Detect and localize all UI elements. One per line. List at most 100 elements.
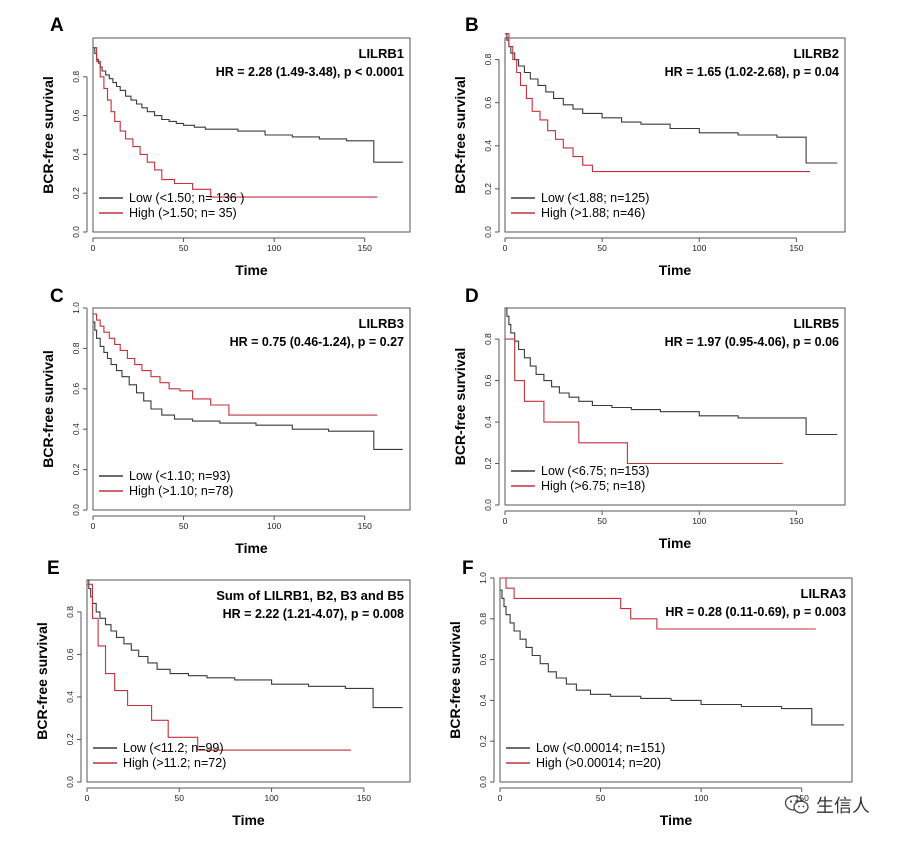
panel-title: Sum of LILRB1, B2, B3 and B5 [216, 588, 404, 603]
panel-c: C 0 50 100 150 0.0 0.2 0.4 0.6 0.8 1.0 Time BCR-free… [40, 286, 411, 556]
panel-letter: E [47, 558, 60, 579]
x-tick-label: 0 [85, 793, 90, 803]
y-tick-label: 0.6 [71, 383, 81, 395]
legend-label-high: High (>11.2; n=72) [123, 756, 226, 770]
y-tick-label: 0.2 [478, 735, 488, 747]
x-axis-title: Time [659, 535, 692, 551]
y-tick-label: 0.0 [71, 504, 81, 516]
legend-label-low: Low (<6.75; n=153) [541, 464, 649, 478]
y-tick-label: 0.8 [483, 53, 493, 65]
x-tick-label: 100 [692, 516, 706, 526]
y-tick-label: 0.4 [71, 148, 81, 160]
y-tick-label: 0.4 [71, 423, 81, 435]
panel-letter: A [50, 15, 64, 36]
panel-title: LILRB1 [359, 46, 405, 61]
x-tick-label: 0 [91, 521, 96, 531]
curve-high [87, 583, 351, 751]
panel-letter: F [462, 558, 474, 579]
y-tick-label: 0.8 [483, 333, 493, 345]
panel-letter: C [50, 286, 64, 307]
legend-label-low: Low (<1.50; n= 136 ) [129, 191, 244, 205]
y-tick-label: 0.8 [71, 71, 81, 83]
plot-frame [504, 307, 846, 506]
y-tick-label: 0.4 [483, 416, 493, 428]
y-axis-title: BCR-free survival [40, 350, 56, 468]
y-axis-title: BCR-free survival [452, 348, 468, 466]
y-axis-title: BCR-free survival [452, 76, 468, 194]
panel-title: LILRB2 [794, 46, 840, 61]
x-tick-label: 150 [357, 793, 371, 803]
panel-title: LILRA3 [801, 586, 847, 601]
wechat-icon [784, 795, 809, 814]
y-tick-label: 0.6 [478, 653, 488, 665]
plot-frame [86, 579, 411, 783]
x-tick-label: 150 [358, 521, 372, 531]
y-tick-label: 0.0 [478, 776, 488, 788]
legend-label-high: High (>0.00014; n=20) [536, 756, 661, 770]
y-tick-label: 0.4 [65, 691, 75, 703]
curve-high [93, 313, 378, 416]
y-tick-label: 0.2 [65, 733, 75, 745]
y-tick-label: 1.0 [478, 572, 488, 584]
hr-statistic: HR = 1.65 (1.02-2.68), p = 0.04 [665, 65, 839, 79]
y-tick-label: 0.8 [71, 342, 81, 354]
y-axis-title: BCR-free survival [447, 621, 463, 739]
hr-statistic: HR = 2.28 (1.49-3.48), p < 0.0001 [216, 65, 404, 79]
y-axis-title: BCR-free survival [40, 76, 56, 194]
curve-low [87, 579, 403, 709]
x-tick-label: 0 [498, 793, 503, 803]
hr-statistic: HR = 0.28 (0.11-0.69), p = 0.003 [665, 605, 846, 619]
y-tick-label: 0.8 [478, 613, 488, 625]
legend-label-high: High (>1.88; n=46) [541, 206, 645, 220]
legend-label-low: Low (<1.10; n=93) [129, 469, 230, 483]
legend-label-low: Low (<11.2; n=99) [123, 741, 224, 755]
x-tick-label: 100 [267, 521, 281, 531]
y-tick-label: 0.0 [65, 776, 75, 788]
x-axis-title: Time [232, 812, 265, 828]
y-tick-label: 0.6 [65, 648, 75, 660]
curve-low [505, 307, 838, 436]
x-tick-label: 150 [789, 516, 803, 526]
curve-low [93, 321, 403, 450]
hr-statistic: HR = 2.22 (1.21-4.07), p = 0.008 [223, 607, 404, 621]
plot-frame [499, 577, 853, 783]
plot-frame [92, 37, 411, 233]
legend-label-high: High (>6.75; n=18) [541, 479, 645, 493]
x-axis-title: Time [235, 540, 268, 556]
y-tick-label: 0.2 [483, 457, 493, 469]
y-tick-label: 0.2 [483, 183, 493, 195]
panel-d: D 0 50 100 150 0.0 0.2 0.4 0.6 0.8 Time BCR-free su… [452, 286, 846, 551]
x-tick-label: 100 [692, 243, 706, 253]
hr-statistic: HR = 0.75 (0.46-1.24), p = 0.27 [230, 335, 404, 349]
x-tick-label: 50 [596, 793, 606, 803]
x-axis-title: Time [235, 262, 268, 278]
x-tick-label: 50 [597, 243, 607, 253]
curve-high [505, 338, 783, 465]
y-tick-label: 0.4 [483, 140, 493, 152]
x-tick-label: 0 [91, 243, 96, 253]
y-tick-label: 0.2 [71, 187, 81, 199]
panel-f: F 0 50 100 150 0.0 0.2 0.4 0.6 0.8 1.0 Time BCR-free… [447, 558, 853, 828]
x-tick-label: 150 [358, 243, 372, 253]
y-tick-label: 0.4 [478, 694, 488, 706]
curve-high [500, 577, 816, 630]
x-tick-label: 100 [694, 793, 708, 803]
x-tick-label: 100 [264, 793, 278, 803]
curve-high [93, 47, 378, 198]
curve-low [93, 47, 403, 163]
y-tick-label: 0.6 [483, 96, 493, 108]
legend-label-high: High (>1.50; n= 35) [129, 206, 237, 220]
y-axis-title: BCR-free survival [34, 622, 50, 740]
curve-low [500, 589, 844, 726]
y-tick-label: 0.0 [483, 226, 493, 238]
legend-label-high: High (>1.10; n=78) [129, 484, 233, 498]
y-tick-label: 0.0 [71, 226, 81, 238]
panel-title: LILRB5 [794, 316, 840, 331]
y-tick-label: 0.0 [483, 499, 493, 511]
x-tick-label: 50 [179, 521, 189, 531]
y-tick-label: 0.2 [71, 463, 81, 475]
panel-b: B 0 50 100 150 0.0 0.2 0.4 0.6 0.8 Time BCR-free su… [452, 15, 846, 278]
x-tick-label: 50 [175, 793, 185, 803]
x-tick-label: 150 [795, 793, 809, 803]
